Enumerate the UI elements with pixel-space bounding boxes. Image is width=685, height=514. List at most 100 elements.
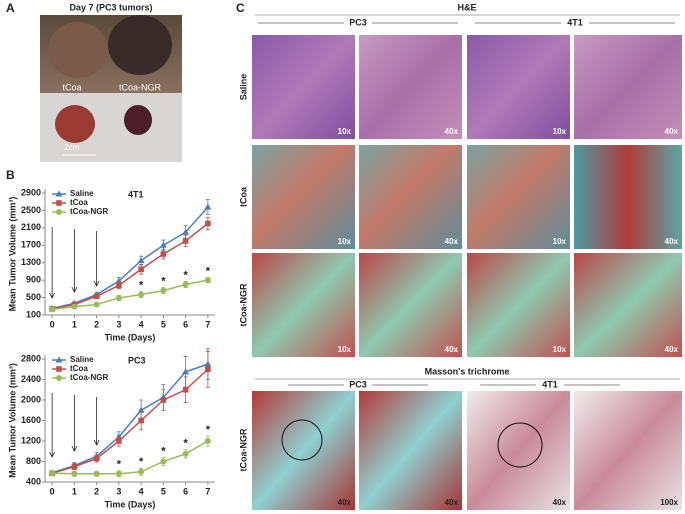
legend-marker [56,200,62,206]
row-label: tCoa-NGR [238,428,248,471]
legend-marker [55,190,63,197]
y-tick-label: 400 [26,476,41,486]
magnification: 10x [338,127,352,136]
micrograph [252,145,355,249]
magnification: 10x [553,127,567,136]
legend-label: tCoa-NGR [70,207,108,216]
annotation: * [139,279,144,291]
y-tick-label: 1700 [21,240,41,250]
y-tick-label: 2800 [21,353,41,363]
photo-label: tCoa-NGR [119,82,162,92]
legend-label: tCoa [70,198,88,207]
magnification: 10x [338,237,352,246]
magnification: 40x [445,345,459,354]
point [71,303,78,310]
micrograph [252,35,355,139]
point [116,438,122,444]
point [138,468,145,475]
x-tick-label: 7 [205,486,210,496]
highlight-circle [281,419,323,461]
magnification: 10x [338,345,352,354]
micrograph [467,35,570,139]
arrow [71,229,78,293]
y-tick-label: 500 [26,292,41,302]
micrograph [574,391,682,510]
photo-tumor [48,22,108,78]
micrograph [359,253,462,357]
y-tick-label: 2000 [21,394,41,404]
micrograph [359,35,462,139]
point [160,287,167,294]
point [49,306,56,313]
row-label: tCoa [238,186,248,207]
y-tick-label: 2500 [21,205,41,215]
y-axis-label: Mean Tumor Volume (mm³) [7,363,17,478]
magnification: 40x [665,127,679,136]
y-tick-label: 800 [26,456,41,466]
highlight-circle [497,422,543,468]
column-header: 4T1 [567,17,583,27]
legend-marker [55,356,63,363]
micrograph [467,253,570,357]
point [182,450,189,457]
section-title: H&E [457,2,476,12]
panel-label: B [6,168,15,182]
series-line [51,363,209,474]
y-axis-label: Mean Tumor Volume (mm³) [7,197,17,312]
point [182,238,189,244]
magnification: 100x [660,498,678,507]
panel-label: C [236,1,245,15]
x-tick-label: 1 [72,486,77,496]
row-label: Saline [238,74,248,101]
y-tick-label: 2100 [21,222,41,232]
point [204,438,211,444]
legend-label: tCoa-NGR [70,373,108,382]
point [204,277,211,284]
annotation: * [139,456,144,468]
arrow [49,227,55,299]
x-tick-label: 3 [116,486,121,496]
x-tick-label: 5 [161,319,166,329]
magnification: 40x [445,127,459,136]
x-tick-label: 4 [139,319,144,329]
arrow [93,397,100,446]
point [138,291,145,298]
panel-label: A [6,1,15,15]
x-axis-label: Time (Days) [105,499,156,509]
point [205,366,211,373]
point [116,282,122,289]
micrograph [252,253,355,357]
x-tick-label: 1 [72,319,77,329]
series-line [52,440,209,475]
micrograph [467,145,570,249]
x-tick-label: 7 [205,319,210,329]
x-tick-label: 3 [116,319,121,329]
micrograph [359,145,462,249]
point [159,241,167,248]
point [93,455,100,462]
annotation: * [183,438,188,450]
series-line [52,279,209,311]
legend-marker [56,366,62,372]
series-line [51,206,209,310]
x-tick-label: 4 [139,486,144,496]
scale-label: 2cm [64,143,79,152]
point [115,470,122,477]
micrograph [574,145,682,249]
x-tick-label: 6 [183,486,188,496]
annotation: * [183,269,188,281]
point [137,257,145,264]
annotation: * [206,265,211,277]
arrow [93,231,100,287]
point [138,266,144,273]
magnification: 40x [665,237,679,246]
point [71,463,78,470]
photo-tumor [124,105,152,135]
magnification: 40x [665,345,679,354]
series-line [51,368,209,475]
y-tick-label: 2400 [21,374,41,384]
point [182,386,189,393]
annotation: * [161,445,166,457]
magnification: 10x [553,345,567,354]
